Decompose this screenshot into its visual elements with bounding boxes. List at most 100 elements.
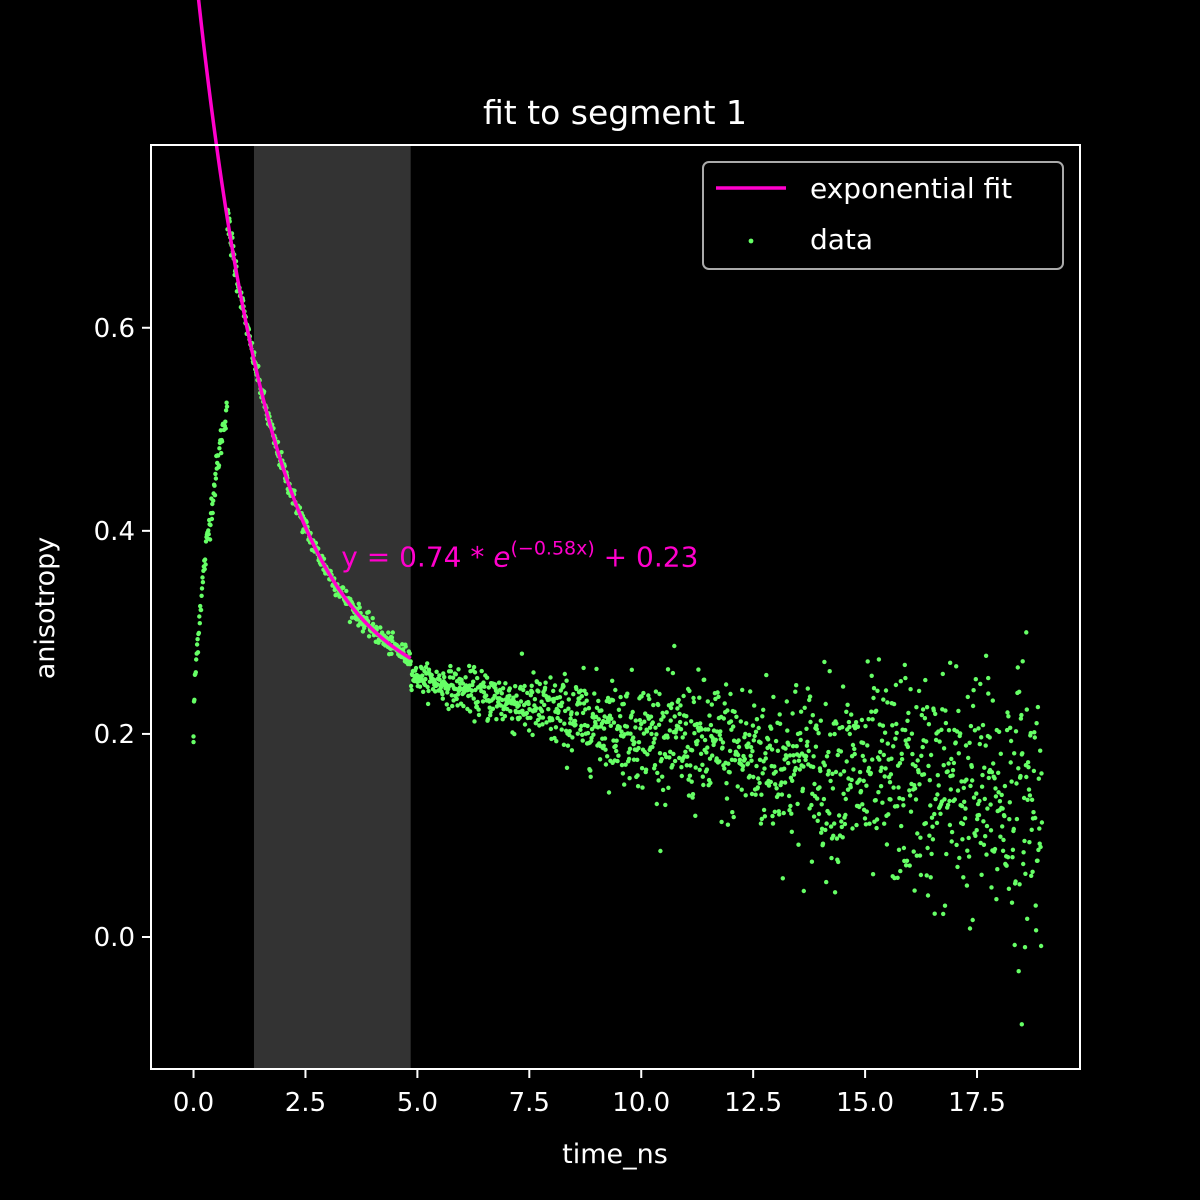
data-point: [1027, 840, 1032, 845]
data-point: [650, 744, 655, 750]
data-point: [765, 737, 771, 742]
data-point: [678, 703, 683, 708]
data-point: [748, 753, 753, 758]
data-point: [622, 782, 627, 787]
data-point: [657, 691, 662, 697]
data-point: [660, 710, 665, 716]
data-point: [732, 758, 738, 763]
data-point: [901, 803, 906, 808]
data-point: [639, 766, 645, 771]
data-point: [955, 864, 960, 870]
data-point: [973, 833, 978, 838]
data-point: [649, 731, 654, 737]
data-point: [1020, 659, 1025, 664]
data-point: [717, 732, 722, 738]
data-point: [575, 731, 580, 736]
data-point: [626, 750, 631, 755]
data-point: [224, 404, 230, 409]
data-point: [970, 778, 975, 783]
data-point: [1032, 735, 1038, 740]
data-point: [656, 722, 662, 727]
data-point: [888, 772, 894, 777]
data-point: [198, 603, 203, 609]
data-point: [653, 689, 659, 694]
data-point: [593, 721, 598, 727]
data-point: [832, 890, 838, 895]
data-point: [900, 797, 906, 802]
fit-equation-suffix: + 0.23: [595, 540, 699, 573]
data-point: [974, 828, 979, 833]
data-point: [700, 762, 705, 767]
data-point: [963, 806, 968, 811]
data-point: [606, 719, 611, 724]
data-point: [874, 708, 879, 713]
data-point: [437, 677, 442, 682]
data-point: [461, 703, 466, 709]
data-point: [929, 815, 935, 820]
data-point: [809, 859, 815, 864]
data-point: [972, 728, 978, 733]
data-point: [1012, 751, 1017, 756]
data-point: [642, 719, 647, 724]
data-point: [858, 788, 864, 794]
fit-equation-prefix: y = 0.74 *: [341, 540, 493, 573]
data-point: [871, 686, 877, 691]
data-point: [867, 821, 872, 826]
data-point: [919, 753, 924, 758]
data-point: [685, 754, 690, 759]
data-point: [681, 693, 686, 699]
legend-fit-label: exponential fit: [810, 172, 1012, 205]
data-point: [787, 808, 792, 813]
data-point: [194, 642, 200, 647]
data-point: [986, 675, 991, 681]
data-point: [864, 783, 869, 788]
data-point: [949, 839, 954, 844]
data-point: [456, 667, 461, 672]
data-point: [966, 755, 971, 761]
data-point: [866, 765, 872, 771]
data-point: [390, 638, 395, 644]
data-point: [620, 771, 626, 776]
data-point: [836, 859, 841, 865]
data-point: [750, 723, 756, 728]
data-point: [571, 692, 576, 697]
data-point: [688, 763, 693, 768]
data-point: [818, 718, 823, 723]
data-point: [783, 746, 788, 751]
data-point: [400, 647, 406, 652]
data-point: [1019, 1022, 1024, 1027]
data-point: [927, 778, 932, 783]
data-point: [413, 665, 419, 671]
data-point: [823, 701, 828, 707]
data-point: [488, 709, 493, 715]
data-point: [366, 609, 371, 615]
data-point: [881, 697, 886, 702]
data-point: [614, 748, 619, 754]
data-point: [773, 738, 779, 744]
data-point: [744, 744, 750, 750]
data-point: [714, 756, 719, 761]
data-point: [475, 699, 480, 705]
data-point: [955, 788, 961, 793]
data-point: [933, 711, 938, 717]
data-point: [210, 501, 215, 507]
data-point: [974, 791, 979, 796]
data-point: [449, 693, 454, 698]
data-point: [676, 697, 681, 703]
x-tick-label: 0.0: [173, 1088, 214, 1118]
data-point: [970, 703, 976, 709]
fit-equation: y = 0.74 * e(−0.58x) + 0.23: [341, 537, 698, 573]
data-point: [727, 770, 732, 775]
data-point: [671, 751, 676, 757]
data-point: [680, 735, 685, 740]
data-point: [912, 786, 918, 791]
data-point: [849, 712, 854, 717]
data-point: [790, 744, 796, 749]
data-point: [918, 872, 924, 878]
data-point: [611, 720, 617, 725]
data-point: [946, 761, 951, 766]
data-point: [1035, 704, 1041, 710]
data-point: [658, 848, 663, 854]
data-point: [828, 778, 833, 784]
data-point: [782, 780, 788, 785]
